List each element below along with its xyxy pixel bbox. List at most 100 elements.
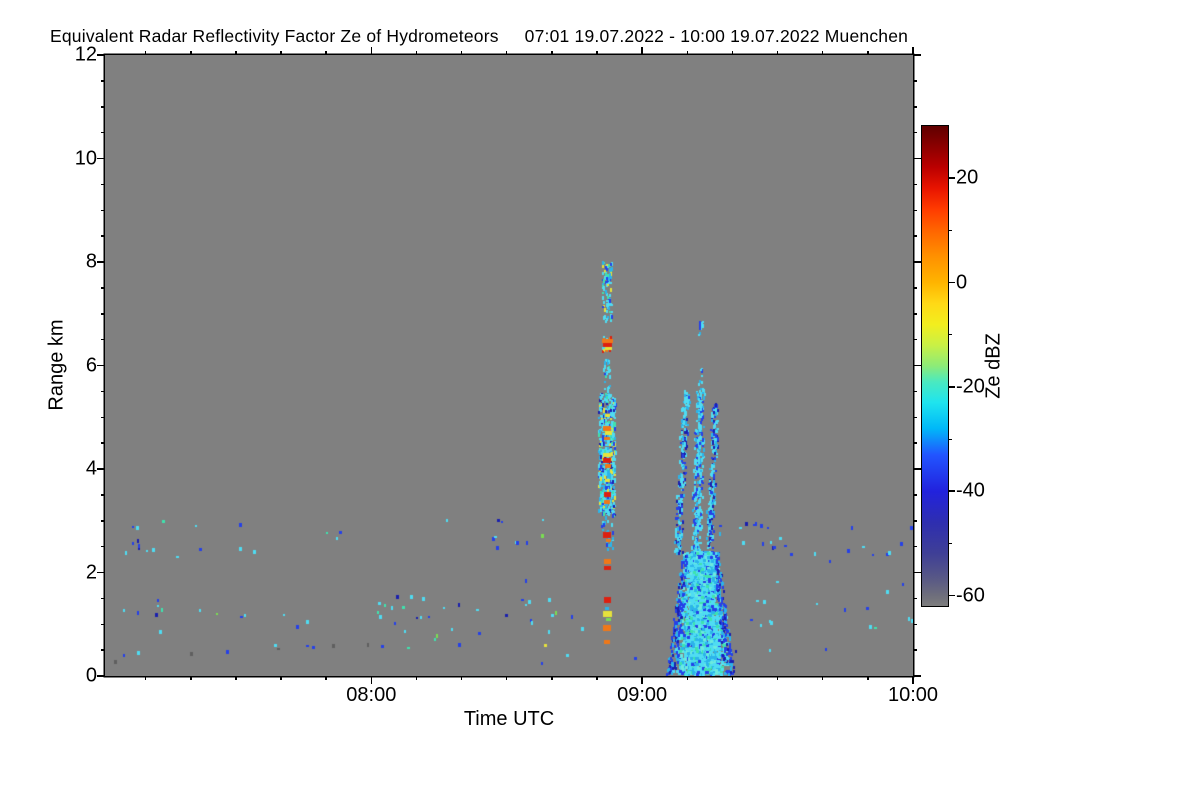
x-tick-label: 08:00	[346, 684, 397, 706]
y-tick-label: 4	[85, 457, 97, 480]
y-tick-label: 6	[85, 354, 97, 376]
x-axis-minor-tick	[596, 51, 598, 55]
y-axis-minor-tick	[913, 597, 917, 600]
y-axis-minor-tick	[101, 183, 105, 186]
chart-title-text: Equivalent Radar Reflectivity Factor Ze …	[50, 26, 499, 46]
x-axis-minor-tick	[190, 51, 192, 55]
colorbar-major-tick	[948, 386, 955, 388]
colorbar-major-tick	[948, 490, 955, 492]
y-tick-label: 10	[74, 147, 97, 169]
y-axis-minor-tick	[101, 623, 105, 625]
y-tick-label: 0	[85, 664, 97, 687]
colorbar-major-tick	[948, 594, 955, 597]
y-axis-major-tick	[97, 157, 105, 160]
x-axis-minor-tick	[731, 676, 734, 680]
colorbar-label: Ze dBZ	[982, 333, 1005, 399]
y-axis-major-tick	[913, 261, 921, 263]
y-axis-minor-tick	[913, 131, 917, 134]
y-axis-minor-tick	[913, 520, 917, 522]
x-axis-minor-tick	[235, 676, 237, 680]
y-axis-minor-tick	[913, 649, 917, 651]
x-axis-minor-tick	[280, 51, 282, 55]
x-axis-minor-tick	[144, 676, 147, 680]
y-axis-minor-tick	[101, 235, 105, 237]
x-tick-label: 09:00	[617, 684, 668, 706]
colorbar-major-tick	[948, 177, 955, 179]
y-axis-minor-tick	[101, 390, 105, 393]
x-axis-minor-tick	[867, 676, 869, 680]
y-axis-minor-tick	[101, 416, 105, 418]
y-axis-minor-tick	[913, 494, 917, 496]
x-axis-minor-tick	[415, 676, 418, 680]
x-axis-minor-tick	[460, 51, 463, 55]
x-axis-minor-tick	[686, 676, 689, 680]
y-axis-minor-tick	[101, 545, 105, 548]
y-axis-minor-tick	[101, 649, 105, 651]
x-axis-minor-tick	[776, 51, 779, 55]
y-axis-major-tick	[913, 364, 921, 367]
y-axis-minor-tick	[913, 106, 917, 108]
y-axis-major-tick	[913, 571, 921, 574]
x-axis-minor-tick	[686, 51, 689, 55]
y-tick-label: 12	[74, 43, 97, 66]
y-axis-major-tick	[97, 571, 105, 574]
x-axis-minor-tick	[551, 676, 553, 680]
x-tick-label: 10:00	[887, 684, 939, 706]
y-axis-minor-tick	[101, 209, 105, 211]
y-axis-major-tick	[913, 54, 921, 56]
y-axis-minor-tick	[913, 416, 917, 418]
colorbar-minor-tick	[948, 229, 952, 231]
y-axis-major-tick	[913, 157, 921, 160]
y-axis-major-tick	[913, 468, 921, 470]
y-axis-minor-tick	[913, 209, 917, 211]
colorbar-minor-tick	[948, 334, 952, 336]
y-axis-minor-tick	[101, 106, 105, 108]
x-axis-minor-tick	[505, 676, 508, 680]
x-axis-minor-tick	[821, 676, 824, 680]
y-axis-major-tick	[97, 54, 105, 56]
y-axis-minor-tick	[101, 338, 105, 341]
y-axis-minor-tick	[913, 390, 917, 393]
x-axis-minor-tick	[280, 676, 282, 680]
y-axis-major-tick	[97, 364, 105, 367]
y-axis-minor-tick	[101, 313, 105, 315]
colorbar-minor-tick	[948, 542, 952, 544]
x-axis-minor-tick	[551, 51, 553, 55]
radar-heatmap-canvas	[105, 55, 913, 676]
plot-area	[105, 55, 913, 676]
colorbar-tick-label: 20	[956, 166, 979, 189]
x-axis-major-tick	[641, 676, 643, 684]
colorbar-tick-label: 0	[956, 271, 968, 294]
colorbar-tick-label: -60	[956, 584, 985, 607]
x-axis-minor-tick	[596, 676, 598, 680]
x-axis-minor-tick	[776, 676, 779, 680]
y-axis-minor-tick	[101, 287, 105, 289]
y-axis-minor-tick	[913, 183, 917, 186]
x-axis-minor-tick	[415, 51, 418, 55]
y-axis-minor-tick	[101, 80, 105, 82]
y-axis-minor-tick	[913, 623, 917, 625]
y-axis-major-tick	[97, 468, 105, 470]
x-axis-minor-tick	[867, 51, 869, 55]
chart-title: Equivalent Radar Reflectivity Factor Ze …	[50, 26, 908, 47]
y-axis-major-tick	[913, 675, 921, 677]
colorbar-minor-tick	[948, 438, 952, 440]
y-tick-label: 2	[85, 561, 97, 583]
x-axis-minor-tick	[190, 676, 192, 680]
y-axis-minor-tick	[913, 313, 917, 315]
y-axis-minor-tick	[101, 520, 105, 522]
colorbar-tick-label: -20	[956, 375, 985, 398]
y-axis-minor-tick	[101, 494, 105, 496]
chart-date-range: 07:01 19.07.2022 - 10:00 19.07.2022 Muen…	[524, 26, 909, 46]
x-axis-major-tick	[912, 676, 914, 684]
x-axis-major-tick	[370, 676, 373, 684]
x-axis-minor-tick	[144, 51, 147, 55]
y-axis-major-tick	[97, 675, 105, 677]
x-axis-major-tick	[370, 47, 373, 55]
y-axis-minor-tick	[101, 442, 105, 444]
x-axis-minor-tick	[731, 51, 734, 55]
colorbar-major-tick	[948, 281, 955, 284]
x-axis-major-tick	[641, 47, 643, 55]
y-axis-minor-tick	[101, 597, 105, 600]
x-axis-minor-tick	[235, 51, 237, 55]
